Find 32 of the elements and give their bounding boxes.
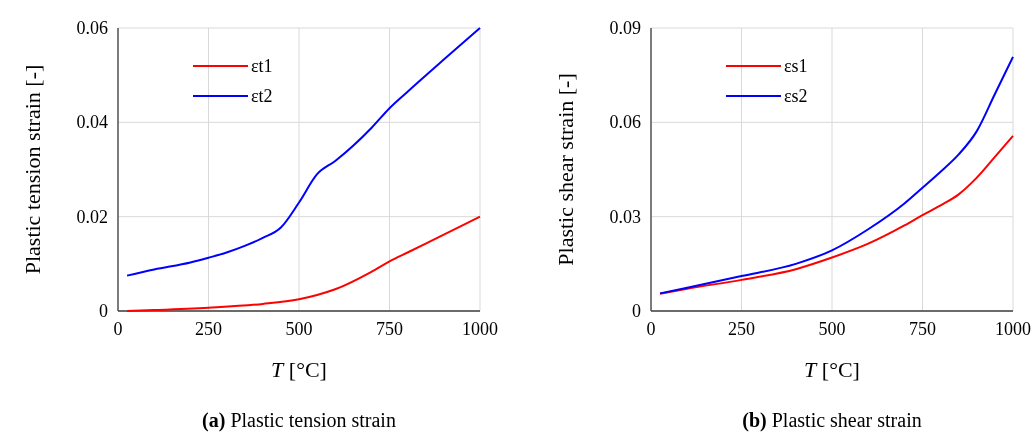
x-tick-label: 500 bbox=[818, 319, 846, 339]
line-series bbox=[659, 55, 1014, 295]
y-tick-label: 0.02 bbox=[76, 206, 108, 227]
x-tick-label: 250 bbox=[195, 319, 222, 339]
line-series bbox=[659, 134, 1014, 295]
x-tick-label: 750 bbox=[376, 319, 403, 339]
legend-label: εs1 bbox=[784, 56, 808, 76]
x-tick-label: 250 bbox=[728, 319, 755, 339]
text: (a) Plastic tension strain bbox=[202, 409, 396, 432]
x-tick-label: 500 bbox=[285, 319, 313, 339]
y-axis-title: Plastic tension strain [-] bbox=[20, 64, 45, 275]
y-tick-label: 0 bbox=[632, 301, 641, 321]
text: (b) Plastic shear strain bbox=[742, 409, 922, 432]
legend-label: εt2 bbox=[251, 86, 273, 106]
y-tick-label: 0.04 bbox=[76, 112, 108, 133]
y-tick-label: 0.06 bbox=[76, 18, 108, 38]
x-axis-title: T [°C] bbox=[804, 357, 860, 382]
x-tick-label: 750 bbox=[909, 319, 936, 339]
legend-label: εt1 bbox=[251, 56, 273, 76]
line-series bbox=[126, 27, 481, 277]
y-tick-label: 0.09 bbox=[609, 18, 641, 38]
y-axis-title: Plastic shear strain [-] bbox=[553, 73, 578, 266]
x-tick-label: 1000 bbox=[995, 319, 1031, 339]
y-tick-label: 0.03 bbox=[609, 206, 641, 227]
x-tick-label: 1000 bbox=[462, 319, 498, 339]
y-tick-label: 0.06 bbox=[609, 112, 641, 133]
legend-label: εs2 bbox=[784, 86, 808, 106]
x-tick-label: 0 bbox=[646, 319, 656, 339]
y-tick-label: 0 bbox=[99, 301, 108, 321]
x-tick-label: 0 bbox=[113, 319, 123, 339]
line-series bbox=[126, 215, 481, 312]
x-axis-title: T [°C] bbox=[271, 357, 327, 382]
